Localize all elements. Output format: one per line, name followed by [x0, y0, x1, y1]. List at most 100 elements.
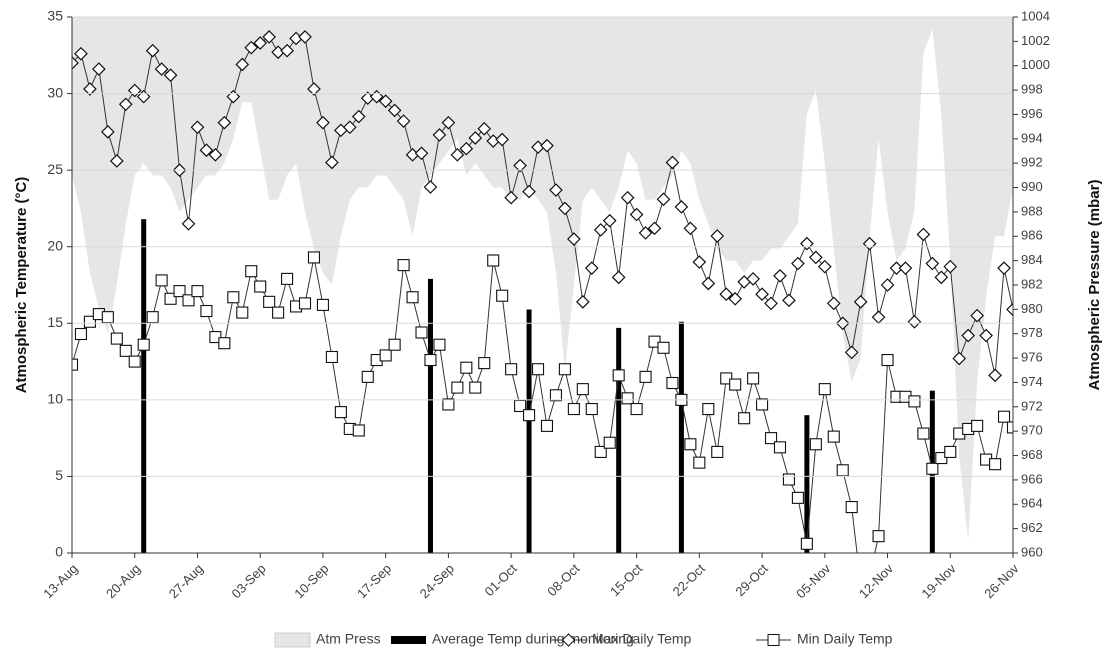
x-tick-label: 17-Sep — [354, 561, 394, 601]
diamond-marker — [504, 190, 518, 205]
diamond-marker — [952, 351, 967, 366]
diamond-marker — [540, 138, 554, 153]
square-marker — [74, 327, 88, 341]
diamond-marker — [558, 201, 572, 216]
diamond-marker — [316, 115, 330, 130]
diamond-marker — [773, 268, 787, 283]
diamond-marker — [692, 255, 707, 269]
line — [72, 257, 1013, 553]
square-marker — [406, 291, 419, 304]
square-marker — [334, 406, 347, 419]
diamond-marker — [298, 30, 312, 44]
y2-axis-title: Atmospheric Pressure (mbar) — [1086, 180, 1103, 391]
square-marker — [281, 272, 294, 285]
legend-label: Min Daily Temp — [797, 631, 893, 647]
square-marker — [764, 432, 778, 445]
diamond-marker — [441, 115, 456, 130]
diamond-marker — [244, 40, 259, 55]
diamond-marker — [92, 62, 106, 76]
y2-tick-label: 966 — [1021, 471, 1043, 486]
legend-marker — [561, 633, 576, 647]
diamond-marker — [74, 46, 88, 61]
y-tick-label: 5 — [55, 467, 63, 483]
square-marker — [917, 427, 930, 440]
square-marker — [729, 378, 742, 391]
square-marker — [245, 265, 258, 278]
y2-tick-label: 996 — [1021, 106, 1043, 121]
square-marker — [119, 344, 132, 357]
square-marker — [612, 369, 625, 382]
square-marker — [585, 402, 598, 416]
y-axis-title: Atmospheric Temperature (°C) — [13, 177, 30, 394]
x-tick-label: 03-Sep — [229, 561, 269, 601]
square-marker — [505, 363, 518, 376]
square-marker — [442, 398, 455, 411]
diamond-marker — [307, 82, 321, 96]
diamond-marker — [701, 276, 716, 291]
square-marker — [1006, 421, 1013, 434]
diamond-marker — [1006, 302, 1013, 317]
square-marker — [415, 326, 428, 339]
diamond-marker — [495, 132, 510, 147]
diamond-marker — [638, 226, 653, 240]
square-marker — [433, 338, 446, 351]
square-marker — [325, 350, 338, 364]
square-marker — [782, 473, 796, 486]
x-tick-label: 27-Aug — [166, 561, 206, 601]
diamond-marker — [351, 109, 366, 124]
y-tick-label: 25 — [47, 161, 63, 177]
legend-swatch — [391, 636, 426, 644]
diamond-marker — [387, 103, 402, 118]
square-marker — [101, 311, 114, 324]
square-marker — [576, 383, 589, 396]
square-marker — [639, 370, 652, 383]
diamond-marker — [871, 310, 886, 325]
diamond-marker — [898, 261, 913, 276]
x-tick-label: 05-Nov — [793, 561, 834, 602]
legend-item: Atm Press — [274, 631, 381, 648]
square-marker — [227, 291, 240, 304]
square-marker — [182, 294, 195, 307]
y-tick-label: 15 — [47, 314, 63, 330]
diamond-marker — [970, 308, 985, 323]
diamond-marker — [235, 57, 250, 72]
bar — [526, 309, 532, 553]
diamond-marker — [459, 141, 474, 156]
diamond-marker — [791, 256, 805, 271]
square-marker — [137, 338, 150, 351]
bar — [616, 327, 622, 553]
y2-tick-label: 986 — [1021, 228, 1043, 243]
diamond-marker — [432, 128, 447, 142]
square-marker — [935, 452, 948, 465]
diamond-marker — [414, 146, 429, 161]
square-marker — [361, 370, 374, 383]
diamond-marker — [513, 158, 527, 173]
diamond-marker — [593, 223, 608, 237]
plot-area — [72, 17, 1013, 553]
square-marker — [872, 530, 885, 543]
diamond-marker — [880, 278, 895, 292]
bar — [141, 219, 147, 553]
y2-tick-label: 974 — [1021, 374, 1043, 389]
diamond-marker — [988, 368, 1002, 383]
diamond-marker — [199, 143, 214, 158]
square-marker — [702, 402, 715, 416]
square-marker — [209, 331, 222, 344]
diamond-marker — [584, 261, 599, 276]
diamond-marker — [190, 120, 205, 135]
square-marker — [388, 338, 401, 351]
diamond-marker — [163, 68, 178, 83]
x-tick-label: 20-Aug — [103, 561, 143, 601]
diamond-marker — [817, 259, 832, 274]
y2-tick-label: 984 — [1021, 252, 1043, 267]
y2-tick-label: 1004 — [1021, 8, 1050, 23]
x-tick-label: 12-Nov — [856, 561, 897, 602]
square-marker — [460, 361, 473, 374]
square-marker — [944, 445, 957, 458]
diamond-marker — [602, 213, 617, 228]
diamond-marker — [477, 121, 492, 136]
diamond-marker — [656, 192, 671, 207]
square-marker — [272, 306, 285, 319]
diamond-marker — [567, 232, 581, 246]
diamond-marker — [325, 155, 339, 170]
